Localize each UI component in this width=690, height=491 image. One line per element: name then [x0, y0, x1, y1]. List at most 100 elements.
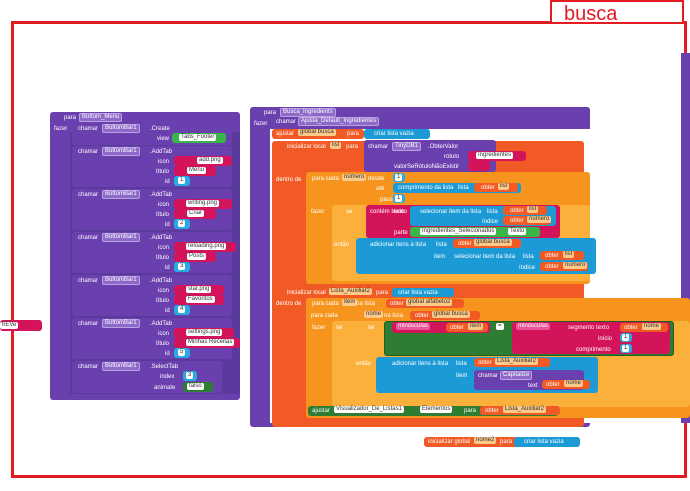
addtab-icon-label-2: icon — [158, 202, 170, 208]
title-value-4[interactable]: Favoritos — [186, 296, 215, 303]
for-item-do: fazer — [312, 325, 326, 331]
procedure-name-field[interactable]: Bottom_Menu — [79, 113, 123, 122]
part-prop[interactable]: Texto — [508, 228, 527, 235]
local-aux-var[interactable]: Lista_Auxiliar2 — [329, 288, 373, 295]
title-value-3[interactable]: Posts — [187, 253, 207, 260]
addtab-comp-5[interactable]: BottomBar1 — [102, 319, 140, 328]
id-value-2[interactable]: 2 — [178, 220, 186, 227]
for-item-list-var[interactable]: global busca — [432, 311, 470, 318]
set-list-view-var[interactable]: Lista_Auxiliar2 — [503, 406, 547, 413]
busca-name-field[interactable]: Busca_Ingredients — [280, 108, 336, 117]
add-select-var[interactable]: list — [563, 251, 575, 258]
segment-var[interactable]: nome — [642, 323, 662, 330]
id-value-1[interactable]: 1 — [178, 177, 186, 184]
addtab-comp-2[interactable]: BottomBar1 — [102, 190, 140, 199]
equal-op[interactable]: = — [496, 323, 504, 330]
capitalize-method[interactable]: Capitalize — [500, 371, 533, 380]
local-list-label: inicializar local — [287, 144, 326, 150]
select-item-get-block[interactable] — [503, 206, 547, 215]
local-aux-label: inicializar local — [287, 290, 326, 296]
add-items-list-label: lista — [436, 242, 447, 248]
list-length-block[interactable] — [393, 183, 521, 193]
add-item-label: item — [434, 254, 446, 260]
add-select-get-block[interactable] — [540, 251, 584, 260]
icon-value-4[interactable]: star.png — [186, 286, 212, 293]
id-value-5[interactable]: 5 — [178, 349, 186, 356]
animate-value[interactable]: falso — [187, 383, 204, 390]
addtab-id-label-2: id — [165, 222, 170, 228]
for-var[interactable]: número — [342, 174, 367, 181]
addtab-title-label-2: título — [156, 212, 170, 218]
aux-create-list-block[interactable] — [392, 288, 454, 297]
title-value-2[interactable]: Criar — [187, 210, 204, 217]
for-nome-list-var[interactable]: global alfabeto2 — [406, 299, 453, 306]
list-length-var[interactable]: list — [498, 183, 510, 190]
local-aux-to: para — [376, 290, 389, 296]
selecttab-comp[interactable]: BottomBar1 — [102, 362, 140, 371]
part-label: parte — [394, 230, 408, 236]
add2-label: adicionar itens à lista — [392, 361, 449, 367]
for-item-label: para cada — [311, 313, 338, 319]
add-index-var[interactable]: número — [563, 262, 588, 269]
text-chip-stub — [0, 320, 42, 331]
icon-value-3[interactable]: reloading.png — [186, 243, 227, 250]
addtab-comp-1[interactable]: BottomBar1 — [102, 147, 140, 156]
lower1-get-block[interactable] — [446, 323, 488, 332]
capitalize-var[interactable]: nome — [564, 380, 584, 387]
title-value-5[interactable]: Minhas Receitas — [186, 339, 235, 346]
lower1-block[interactable] — [392, 322, 490, 333]
icon-value-5[interactable]: settings.png — [186, 329, 223, 336]
addtab-icon-label-5: icon — [158, 331, 170, 337]
tinydb-comp[interactable]: TinyDB1 — [392, 142, 421, 151]
add2-var[interactable]: Lista_Auxiliar2 — [495, 358, 539, 365]
init-global-create-block[interactable] — [514, 437, 580, 447]
init-global-var[interactable]: nome2 — [474, 437, 497, 444]
id-value-4[interactable]: 4 — [178, 306, 186, 313]
add-index-label: índice — [519, 265, 536, 271]
select-index-var[interactable]: número — [527, 216, 552, 223]
addtab-method-4: .AddTab — [150, 278, 173, 284]
part-value[interactable]: Ingredientes_Selecionados — [420, 228, 497, 235]
for-to-label: até — [376, 186, 385, 192]
lower1-var[interactable]: item — [468, 323, 484, 330]
start-value[interactable]: 1 — [622, 334, 630, 341]
addtab-comp-3[interactable]: BottomBar1 — [102, 233, 140, 242]
view-text-value[interactable]: Tabs_Footer — [179, 134, 217, 141]
create-comp-field[interactable]: BottomBar1 — [102, 124, 140, 133]
tinydb-tag-value[interactable]: Ingredientes — [476, 152, 514, 159]
addtab-id-label-4: id — [165, 308, 170, 314]
add2-list-label: lista — [456, 361, 467, 367]
select-index-get: obter — [510, 218, 524, 224]
title-value-1[interactable]: Menu — [187, 167, 207, 174]
icon-value-2[interactable]: writing.png — [186, 200, 220, 207]
set-global-var[interactable]: global busca — [298, 129, 336, 136]
length-value[interactable]: 1 — [622, 345, 630, 352]
list-length-get-block[interactable] — [474, 183, 518, 192]
call-ajusta-field[interactable]: Ajusta_Default_Ingredientes — [298, 117, 380, 126]
for-step-label: passo — [380, 197, 397, 203]
icon-value-1[interactable]: add.png — [197, 157, 223, 164]
lower1-label[interactable]: minúsculas — [396, 323, 431, 330]
add-items-var[interactable]: global busca — [474, 239, 512, 246]
id-value-3[interactable]: 3 — [178, 263, 186, 270]
select-item-var[interactable]: list — [527, 206, 539, 213]
create-empty-list-block[interactable] — [364, 129, 430, 139]
init-global-create: criar lista vazia — [524, 439, 564, 445]
stub-field[interactable]: hEVe — [0, 322, 19, 329]
index-value[interactable]: 3 — [186, 372, 194, 379]
set-list-view-prop[interactable]: Elementos — [420, 406, 453, 413]
for-nome-get: obter — [390, 301, 404, 307]
for-from-value[interactable]: 1 — [395, 174, 403, 181]
for-item-var[interactable]: nome — [364, 311, 384, 318]
set-list-view-comp[interactable]: Visualizador_De_Listas1 — [334, 406, 404, 413]
tinydb-default-block[interactable] — [468, 161, 490, 171]
lower2-label[interactable]: minúsculas — [516, 323, 551, 330]
segment-get: obter — [624, 325, 638, 331]
for-step-value[interactable]: 1 — [395, 195, 403, 202]
create-method-label: .Create — [150, 126, 170, 132]
local-list-var[interactable]: list — [330, 142, 342, 149]
contains-text-label: texto — [394, 209, 408, 215]
addtab-comp-4[interactable]: BottomBar1 — [102, 276, 140, 285]
addtab-title-label-3: título — [156, 255, 170, 261]
for-nome-var[interactable]: item — [342, 299, 358, 306]
